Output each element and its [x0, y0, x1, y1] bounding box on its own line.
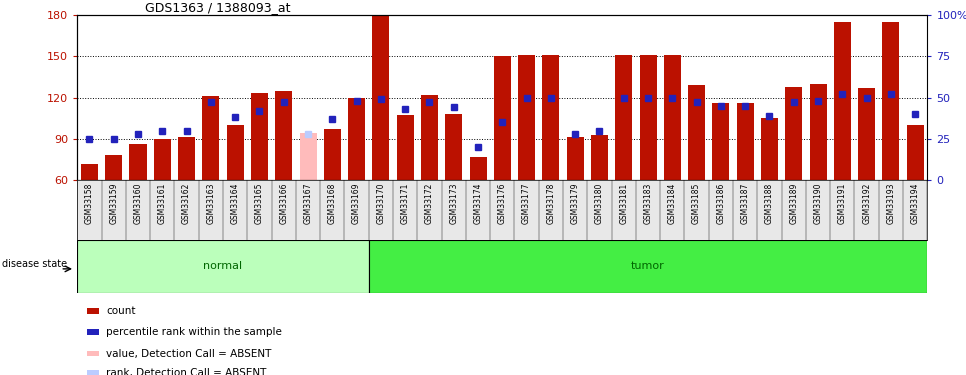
Bar [348, 98, 365, 180]
Text: GSM33166: GSM33166 [279, 183, 288, 225]
Text: GSM33190: GSM33190 [813, 183, 823, 225]
Bar [227, 125, 243, 180]
Text: rank, Detection Call = ABSENT: rank, Detection Call = ABSENT [106, 368, 267, 375]
Bar [129, 144, 147, 180]
Bar [688, 85, 705, 180]
Text: disease state: disease state [2, 259, 67, 268]
Bar [154, 139, 171, 180]
Bar [567, 137, 583, 180]
Text: GSM33174: GSM33174 [473, 183, 483, 225]
Bar [275, 91, 293, 180]
Text: GSM33179: GSM33179 [571, 183, 580, 225]
Text: GSM33183: GSM33183 [643, 183, 653, 224]
Text: GSM33160: GSM33160 [133, 183, 143, 225]
Text: GSM33191: GSM33191 [838, 183, 847, 224]
Bar [202, 96, 219, 180]
Text: GSM33188: GSM33188 [765, 183, 774, 224]
Bar [445, 114, 463, 180]
Bar [518, 55, 535, 180]
Text: percentile rank within the sample: percentile rank within the sample [106, 327, 282, 337]
Bar [639, 55, 657, 180]
Bar [251, 93, 268, 180]
Text: GSM33181: GSM33181 [619, 183, 628, 224]
Text: GSM33186: GSM33186 [717, 183, 725, 224]
Text: GSM33192: GSM33192 [862, 183, 871, 224]
Bar [87, 351, 99, 356]
Bar [299, 133, 317, 180]
Text: GSM33176: GSM33176 [497, 183, 507, 225]
Bar [542, 55, 559, 180]
Bar [421, 95, 438, 180]
Text: normal: normal [204, 261, 242, 271]
Text: GSM33171: GSM33171 [401, 183, 410, 224]
Text: GSM33164: GSM33164 [231, 183, 240, 225]
Text: GSM33165: GSM33165 [255, 183, 264, 225]
Text: value, Detection Call = ABSENT: value, Detection Call = ABSENT [106, 348, 271, 358]
Bar [834, 22, 851, 180]
Bar [87, 308, 99, 314]
Text: GSM33194: GSM33194 [911, 183, 920, 225]
Text: GSM33158: GSM33158 [85, 183, 94, 224]
Text: GSM33161: GSM33161 [157, 183, 167, 224]
Bar [591, 135, 608, 180]
Bar [178, 137, 195, 180]
Bar [105, 155, 123, 180]
Bar [664, 55, 681, 180]
Text: GSM33178: GSM33178 [547, 183, 555, 224]
Bar [324, 129, 341, 180]
Bar [907, 125, 923, 180]
Text: GSM33189: GSM33189 [789, 183, 798, 224]
Bar [737, 103, 753, 180]
Text: GDS1363 / 1388093_at: GDS1363 / 1388093_at [145, 1, 291, 14]
Text: GSM33167: GSM33167 [303, 183, 313, 225]
Text: GSM33159: GSM33159 [109, 183, 118, 225]
Bar [81, 164, 98, 180]
Bar [87, 329, 99, 335]
Text: GSM33168: GSM33168 [327, 183, 337, 224]
Text: GSM33169: GSM33169 [352, 183, 361, 225]
Bar [615, 55, 633, 180]
Bar [882, 22, 899, 180]
Text: GSM33193: GSM33193 [887, 183, 895, 225]
Bar [761, 118, 778, 180]
Bar [87, 370, 99, 375]
Text: GSM33185: GSM33185 [692, 183, 701, 224]
Bar [369, 240, 927, 292]
Text: GSM33177: GSM33177 [522, 183, 531, 225]
Text: GSM33162: GSM33162 [182, 183, 191, 224]
Bar [712, 103, 729, 180]
Bar [397, 116, 413, 180]
Text: GSM33187: GSM33187 [741, 183, 750, 224]
Text: GSM33172: GSM33172 [425, 183, 434, 224]
Text: GSM33173: GSM33173 [449, 183, 458, 225]
Bar [372, 16, 389, 180]
Bar [469, 157, 487, 180]
Text: GSM33170: GSM33170 [377, 183, 385, 225]
Bar [858, 88, 875, 180]
Bar [810, 84, 827, 180]
Text: count: count [106, 306, 136, 316]
Bar [785, 87, 803, 180]
Text: GSM33180: GSM33180 [595, 183, 604, 224]
Text: tumor: tumor [631, 261, 665, 271]
Bar [494, 56, 511, 180]
Bar [77, 240, 369, 292]
Text: GSM33163: GSM33163 [207, 183, 215, 225]
Text: GSM33184: GSM33184 [668, 183, 677, 224]
